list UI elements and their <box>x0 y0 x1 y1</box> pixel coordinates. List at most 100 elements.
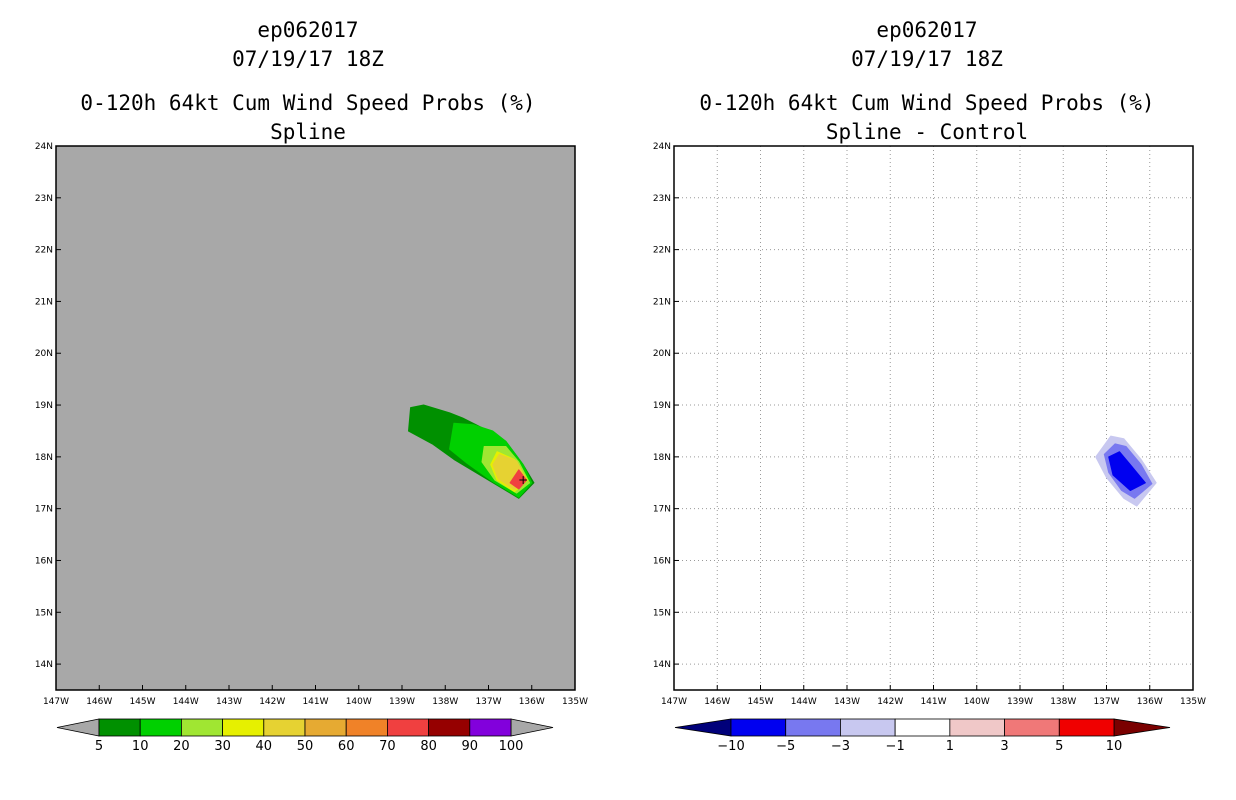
colorbar-label: 80 <box>420 739 437 754</box>
colorbar-label: −1 <box>886 739 905 754</box>
right-y-axis: 14N 15N 16N 17N 18N 19N 20N 21N 22N 23N 24N <box>653 142 679 670</box>
y-tick-label: 22N <box>653 246 671 256</box>
x-tick-label: 143W <box>216 697 242 707</box>
x-tick-label: 140W <box>346 697 372 707</box>
colorbar-label: 90 <box>462 739 479 754</box>
colorbar-right-arrow <box>510 718 554 737</box>
y-tick-label: 21N <box>35 297 53 307</box>
colorbar-label: 20 <box>173 739 190 754</box>
colorbar-label: 30 <box>214 739 231 754</box>
colorbar-label: 5 <box>95 739 103 754</box>
x-tick-label: 140W <box>964 697 990 707</box>
contour-level-neg5 <box>1108 451 1146 491</box>
y-tick-label: 19N <box>653 401 671 411</box>
colorbar-left-arrow <box>56 718 100 737</box>
left-storm-id: ep062017 <box>257 18 358 42</box>
x-tick-label: 136W <box>1137 697 1163 707</box>
right-colorbar: −10 −5 −3 −1 1 3 5 10 <box>674 718 1171 754</box>
y-tick-label: 17N <box>35 505 53 515</box>
colorbar-swatch <box>428 718 471 737</box>
colorbar-label: 1 <box>946 739 954 754</box>
x-tick-label: 143W <box>834 697 860 707</box>
right-datetime: 07/19/17 18Z <box>851 47 1003 71</box>
y-tick-label: 18N <box>653 453 671 463</box>
colorbar-label: 100 <box>499 739 524 754</box>
colorbar-swatch <box>840 718 896 737</box>
x-tick-label: 141W <box>920 697 946 707</box>
y-tick-label: 19N <box>35 401 53 411</box>
x-tick-label: 138W <box>432 697 458 707</box>
left-x-axis: 147W 146W 145W 144W 143W 142W 141W 140W 139W 138W… <box>43 685 588 707</box>
x-tick-label: 147W <box>661 697 687 707</box>
y-tick-label: 20N <box>653 349 671 359</box>
right-panel: ep062017 07/19/17 18Z 0-120h 64kt Cum Wi… <box>653 18 1206 754</box>
left-storm-marker: + <box>518 473 528 487</box>
x-tick-label: 139W <box>1007 697 1033 707</box>
x-tick-label: 144W <box>791 697 817 707</box>
y-tick-label: 14N <box>653 660 671 670</box>
y-tick-label: 16N <box>653 556 671 566</box>
contour-level-70 <box>509 469 528 490</box>
x-tick-label: 146W <box>704 697 730 707</box>
left-y-axis: 14N 15N 16N 17N 18N 19N 20N 21N 22N 23N 24N <box>35 142 61 670</box>
y-tick-label: 22N <box>35 246 53 256</box>
x-tick-label: 145W <box>129 697 155 707</box>
right-subtitle: Spline - Control <box>826 120 1028 144</box>
y-tick-label: 15N <box>653 608 671 618</box>
colorbar-label: −3 <box>831 739 850 754</box>
x-tick-label: 139W <box>389 697 415 707</box>
x-tick-label: 137W <box>475 697 501 707</box>
y-tick-label: 16N <box>35 556 53 566</box>
colorbar-right-arrow <box>1113 718 1171 737</box>
left-title: 0-120h 64kt Cum Wind Speed Probs (%) <box>80 91 535 115</box>
x-tick-label: 135W <box>1180 697 1206 707</box>
colorbar-swatch <box>730 718 787 737</box>
right-contours <box>1095 435 1157 507</box>
y-tick-label: 23N <box>653 194 671 204</box>
colorbar-label: 50 <box>297 739 314 754</box>
colorbar-swatch <box>469 718 512 737</box>
colorbar-label: 3 <box>1000 739 1008 754</box>
colorbar-swatch <box>894 718 951 737</box>
y-tick-label: 21N <box>653 297 671 307</box>
x-tick-label: 146W <box>86 697 112 707</box>
y-tick-label: 24N <box>35 142 53 152</box>
y-tick-label: 24N <box>653 142 671 152</box>
colorbar-swatch <box>785 718 841 737</box>
colorbar-label: −5 <box>776 739 795 754</box>
colorbar-swatch <box>304 718 347 737</box>
colorbar-swatch <box>386 718 429 737</box>
left-contours <box>408 404 535 499</box>
colorbar-swatch <box>949 718 1005 737</box>
colorbar-label: 40 <box>256 739 273 754</box>
right-storm-id: ep062017 <box>876 18 977 42</box>
y-tick-label: 20N <box>35 349 53 359</box>
colorbar-swatch <box>222 718 265 737</box>
colorbar-label: 60 <box>338 739 355 754</box>
colorbar-left-arrow <box>674 718 732 737</box>
right-gridlines <box>674 146 1193 690</box>
y-tick-label: 17N <box>653 505 671 515</box>
colorbar-swatch <box>345 718 388 737</box>
x-tick-label: 136W <box>519 697 545 707</box>
colorbar-swatch <box>263 718 306 737</box>
left-subtitle: Spline <box>270 120 346 144</box>
x-tick-label: 144W <box>173 697 199 707</box>
colorbar-swatch <box>98 718 141 737</box>
left-panel: ep062017 07/19/17 18Z 0-120h 64kt Cum Wi… <box>35 18 588 754</box>
x-tick-label: 137W <box>1093 697 1119 707</box>
colorbar-label: 10 <box>1106 739 1123 754</box>
x-tick-label: 147W <box>43 697 69 707</box>
x-tick-label: 142W <box>877 697 903 707</box>
colorbar-swatch <box>139 718 182 737</box>
colorbar-label: 70 <box>379 739 396 754</box>
left-datetime: 07/19/17 18Z <box>232 47 384 71</box>
y-tick-label: 15N <box>35 608 53 618</box>
colorbar-swatch <box>1004 718 1060 737</box>
right-title: 0-120h 64kt Cum Wind Speed Probs (%) <box>699 91 1154 115</box>
left-colorbar: 5 10 20 30 40 50 60 70 80 90 100 <box>56 718 554 754</box>
x-tick-label: 138W <box>1050 697 1076 707</box>
y-tick-label: 14N <box>35 660 53 670</box>
colorbar-label: 10 <box>132 739 149 754</box>
